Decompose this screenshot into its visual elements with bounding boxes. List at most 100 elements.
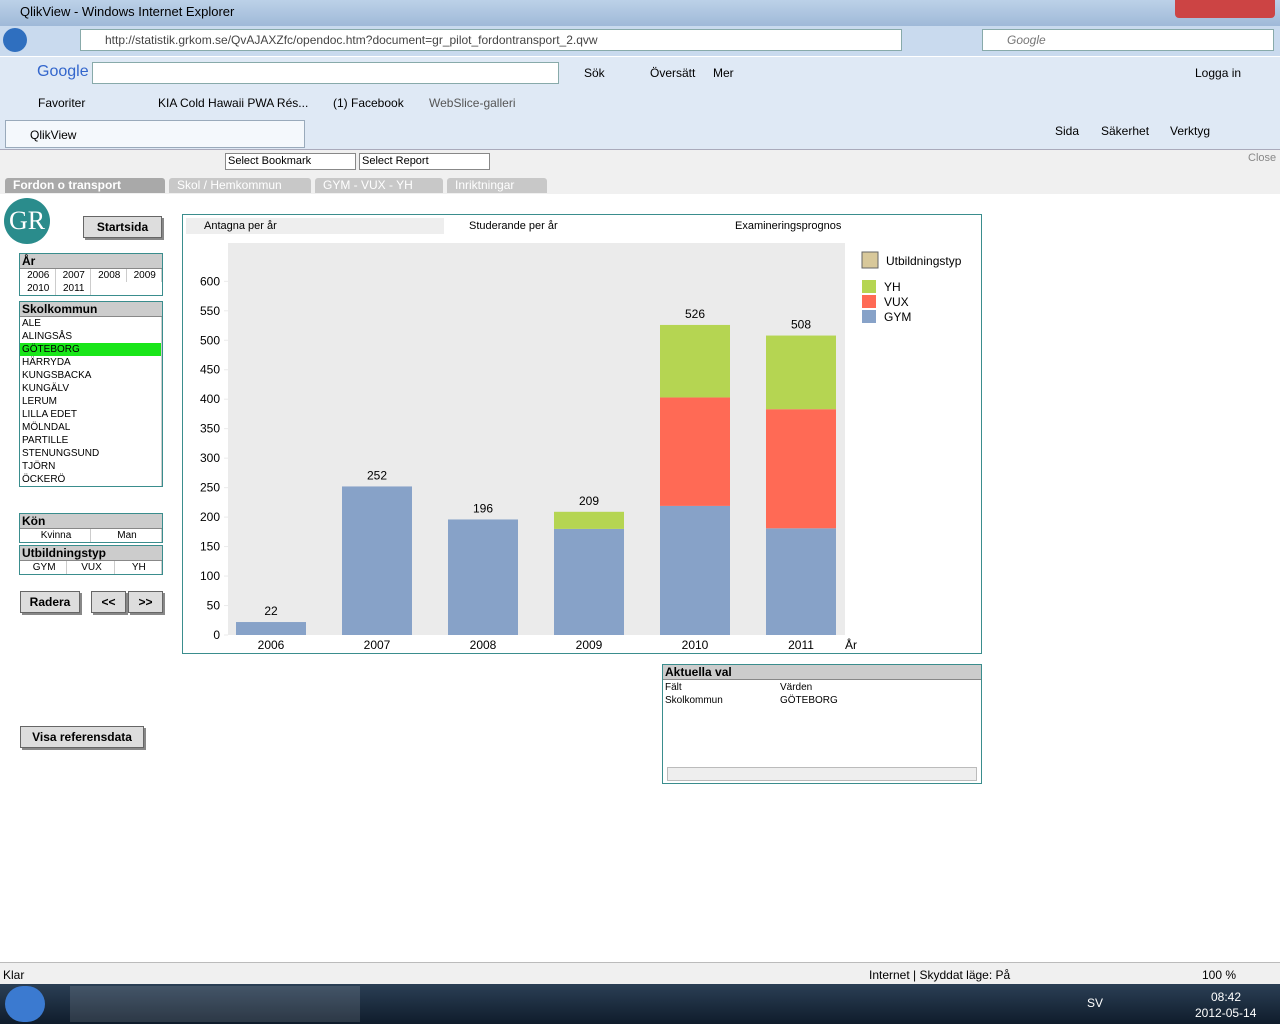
search-field[interactable]: Google: [982, 29, 1274, 51]
list-box: Utbildningstyp GYM VUX YH: [19, 545, 163, 575]
reference-button[interactable]: Visa referensdata: [20, 726, 144, 748]
favorite-item[interactable]: KIA Cold Hawaii PWA Rés...: [158, 96, 309, 110]
list-item[interactable]: Kvinna: [20, 529, 91, 542]
language[interactable]: SV: [1087, 996, 1104, 1010]
x-axis-label: År: [845, 637, 857, 652]
y-tick-label: 250: [200, 481, 220, 495]
list-item[interactable]: Man: [91, 529, 162, 542]
google-search[interactable]: [92, 62, 559, 84]
scrollbar[interactable]: [667, 767, 977, 781]
command[interactable]: Verktyg: [1170, 124, 1211, 138]
legend-label[interactable]: VUX: [884, 295, 909, 309]
back-button[interactable]: <<: [91, 591, 126, 613]
legend-icon: [861, 251, 879, 269]
login[interactable]: Logga in: [1195, 66, 1242, 80]
bar-segment[interactable]: [448, 519, 518, 635]
x-tick-label: 2006: [258, 638, 285, 652]
list-item[interactable]: GYM: [20, 561, 68, 574]
clear-button[interactable]: Radera: [20, 591, 80, 613]
tab-title: QlikView: [30, 128, 77, 142]
status-text: Klar: [3, 968, 25, 982]
sheet-tab-row: Fordon o transport Skol / Hemkommun GYM - …: [0, 174, 1280, 194]
bar-segment[interactable]: [342, 486, 412, 635]
list-item[interactable]: YH: [115, 561, 162, 574]
favorite-item[interactable]: WebSlice-galleri: [429, 96, 516, 110]
list-item[interactable]: ALE: [20, 317, 162, 330]
list-items: ALE ALINGSÅS GÖTEBORG HÄRRYDA KUNGSBACKA KUNG…: [20, 317, 162, 486]
bar-segment[interactable]: [660, 324, 730, 398]
list-item[interactable]: 2007: [56, 269, 91, 282]
legend-label[interactable]: GYM: [884, 310, 911, 324]
chart-tab[interactable]: Antagna per år: [204, 220, 277, 232]
bar-segment[interactable]: [554, 528, 624, 635]
legend-swatch[interactable]: [862, 280, 876, 293]
selection-cell: GÖTEBORG: [780, 695, 838, 706]
chart-tab[interactable]: Studerande per år: [469, 220, 558, 232]
taskbar-apps[interactable]: [70, 986, 360, 1022]
list-item[interactable]: 2010: [20, 282, 56, 295]
list-box: Kön Kvinna Man: [19, 513, 163, 543]
favorite-item[interactable]: (1) Facebook: [333, 96, 404, 110]
address-field[interactable]: http://statistik.grkom.se/QvAJAXZfc/open…: [80, 29, 902, 51]
list-items: 2006 2007 2008 2009 2010 2011: [20, 269, 162, 295]
list-item[interactable]: MÖLNDAL: [20, 421, 162, 434]
list-item[interactable]: 2006: [20, 269, 56, 282]
list-item[interactable]: 2009: [127, 269, 162, 282]
list-item[interactable]: ÖCKERÖ: [20, 473, 162, 486]
list-item[interactable]: 2011: [56, 282, 91, 295]
list-item[interactable]: ALINGSÅS: [20, 330, 162, 343]
column-header: Värden: [780, 682, 813, 693]
x-tick-label: 2010: [682, 638, 709, 652]
list-item[interactable]: TJÖRN: [20, 460, 162, 473]
google-item[interactable]: Sök: [584, 66, 605, 80]
list-item[interactable]: VUX: [67, 561, 115, 574]
list-item[interactable]: STENUNGSUND: [20, 447, 162, 460]
list-item[interactable]: HÄRRYDA: [20, 356, 162, 369]
bar-segment[interactable]: [236, 622, 306, 635]
window-controls[interactable]: [1175, 0, 1275, 18]
legend-title: Utbildningstyp: [886, 254, 962, 268]
chart-tab[interactable]: Examineringsprognos: [735, 220, 842, 232]
google-item[interactable]: Mer: [713, 66, 734, 80]
start-orb[interactable]: [5, 986, 45, 1022]
favorites[interactable]: Favoriter: [38, 96, 86, 110]
google-item[interactable]: Översätt: [650, 66, 696, 80]
total-label: 196: [473, 501, 493, 515]
sheet-tab[interactable]: Fordon o transport: [5, 178, 165, 193]
bookmark-select[interactable]: Select Bookmark: [225, 153, 356, 170]
start-button[interactable]: Startsida: [83, 216, 162, 238]
legend-swatch[interactable]: [862, 310, 876, 323]
browser-tab[interactable]: QlikView: [5, 120, 305, 148]
list-item[interactable]: KUNGSBACKA: [20, 369, 162, 382]
total-label: 209: [579, 494, 599, 508]
back-button[interactable]: [3, 28, 27, 52]
qv-toolbar: Select Bookmark Select Report Close: [0, 150, 1280, 174]
y-tick-label: 300: [200, 451, 220, 465]
report-select[interactable]: Select Report: [359, 153, 490, 170]
command[interactable]: Säkerhet: [1101, 124, 1150, 138]
bar-segment[interactable]: [660, 397, 730, 506]
sheet-tab[interactable]: GYM - VUX - YH: [315, 178, 443, 193]
bar-segment[interactable]: [766, 409, 836, 529]
list-item[interactable]: LILLA EDET: [20, 408, 162, 421]
bar-segment[interactable]: [554, 511, 624, 529]
close[interactable]: Close: [1248, 152, 1277, 164]
bar-segment[interactable]: [766, 335, 836, 410]
command[interactable]: Sida: [1055, 124, 1080, 138]
forward-button[interactable]: >>: [128, 591, 163, 613]
list-item[interactable]: GÖTEBORG: [20, 343, 162, 356]
bar-segment[interactable]: [660, 505, 730, 635]
bar-segment[interactable]: [766, 528, 836, 635]
sheet-tab-label: Skol / Hemkommun: [177, 178, 282, 192]
list-item[interactable]: LERUM: [20, 395, 162, 408]
sheet-tab[interactable]: Skol / Hemkommun: [169, 178, 311, 193]
legend-label[interactable]: YH: [884, 280, 901, 294]
google-toolbar: Google Sök Översätt Mer Logga in: [0, 57, 1280, 89]
list-item[interactable]: KUNGÄLV: [20, 382, 162, 395]
zoom[interactable]: 100 %: [1202, 968, 1237, 982]
legend-swatch[interactable]: [862, 295, 876, 308]
list-item[interactable]: 2008: [91, 269, 127, 282]
list-item[interactable]: PARTILLE: [20, 434, 162, 447]
sheet-tab[interactable]: Inriktningar: [447, 178, 547, 193]
